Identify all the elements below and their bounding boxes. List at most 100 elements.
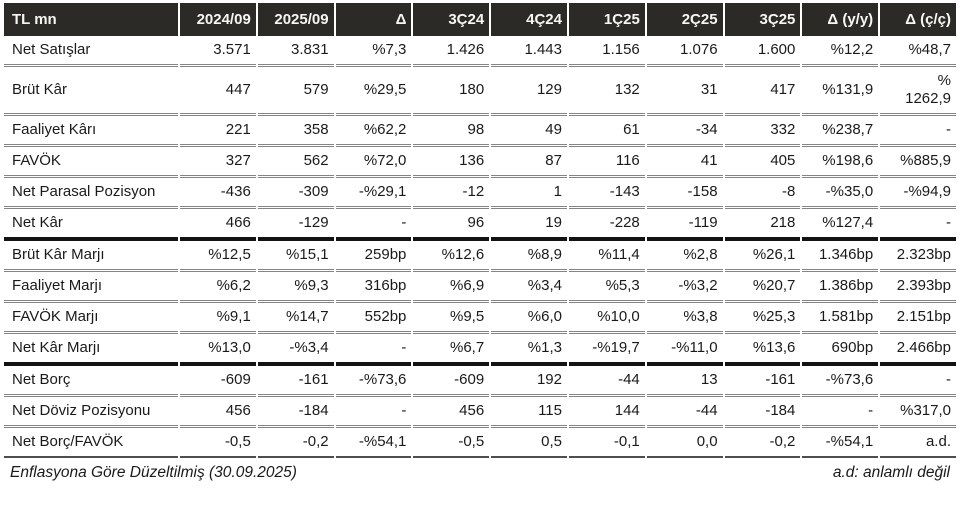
value-cell: % 1262,9 [880, 67, 956, 116]
value-cell: 13 [646, 366, 723, 397]
value-cell: 1.386bp [802, 272, 879, 303]
value-cell: -0,2 [724, 428, 801, 458]
column-header-3c24: 3Ç24 [413, 3, 490, 36]
value-cell: %14,7 [257, 303, 334, 334]
value-cell: -%54,1 [802, 428, 879, 458]
value-cell: %238,7 [802, 116, 879, 147]
value-cell: 562 [257, 147, 334, 178]
table-row: FAVÖK 327 562 %72,0 136 87 116 41 405 %198,6 %885,… [4, 147, 956, 178]
column-header-1c25: 1Ç25 [568, 3, 645, 36]
value-cell: 1.156 [568, 36, 645, 67]
table-row: Net Satışlar 3.571 3.831 %7,3 1.426 1.443 1.15… [4, 36, 956, 67]
value-cell: %12,5 [180, 241, 256, 272]
value-cell: -12 [413, 178, 490, 209]
value-cell: 2.393bp [880, 272, 956, 303]
row-label: Net Kâr Marjı [4, 334, 178, 366]
value-cell: - [880, 116, 956, 147]
value-cell: - [802, 397, 879, 428]
value-cell: %62,2 [335, 116, 412, 147]
value-cell: 3.831 [257, 36, 334, 67]
value-cell: 456 [180, 397, 256, 428]
value-cell: 136 [413, 147, 490, 178]
value-cell: 3.571 [180, 36, 256, 67]
value-cell: %3,8 [646, 303, 723, 334]
value-cell: -%19,7 [568, 334, 645, 366]
value-cell: -0,5 [413, 428, 490, 458]
value-cell: %198,6 [802, 147, 879, 178]
value-cell: -%35,0 [802, 178, 879, 209]
financials-table: TL mn 2024/09 2025/09 Δ 3Ç24 4Ç24 1Ç25 2… [2, 3, 958, 458]
value-cell: 405 [724, 147, 801, 178]
row-label: Net Kâr [4, 209, 178, 241]
value-cell: 31 [646, 67, 723, 116]
column-header-4c24: 4Ç24 [491, 3, 567, 36]
value-cell: - [880, 366, 956, 397]
value-cell: 447 [180, 67, 256, 116]
value-cell: 115 [491, 397, 567, 428]
value-cell: 2.151bp [880, 303, 956, 334]
value-cell: -%94,9 [880, 178, 956, 209]
value-cell: %12,2 [802, 36, 879, 67]
value-cell: -158 [646, 178, 723, 209]
value-cell: 132 [568, 67, 645, 116]
value-cell: -44 [646, 397, 723, 428]
value-cell: %317,0 [880, 397, 956, 428]
row-label: Brüt Kâr Marjı [4, 241, 178, 272]
value-cell: -228 [568, 209, 645, 241]
table-row: Brüt Kâr 447 579 %29,5 180 129 132 31 417 %131,9%… [4, 67, 956, 116]
value-cell: 1.581bp [802, 303, 879, 334]
column-header-2c25: 2Ç25 [646, 3, 723, 36]
row-label: FAVÖK [4, 147, 178, 178]
column-header-delta-qoq: Δ (ç/ç) [880, 3, 956, 36]
value-cell: 1.443 [491, 36, 567, 67]
value-cell: -%11,0 [646, 334, 723, 366]
value-cell: 2.323bp [880, 241, 956, 272]
value-cell: %72,0 [335, 147, 412, 178]
value-cell: 98 [413, 116, 490, 147]
value-cell: -119 [646, 209, 723, 241]
value-cell: 1.076 [646, 36, 723, 67]
value-cell: 61 [568, 116, 645, 147]
value-cell: -609 [413, 366, 490, 397]
row-label: Net Satışlar [4, 36, 178, 67]
value-cell: - [335, 334, 412, 366]
value-cell: -436 [180, 178, 256, 209]
value-cell: -0,5 [180, 428, 256, 458]
value-cell: 456 [413, 397, 490, 428]
value-cell: 116 [568, 147, 645, 178]
value-cell: 417 [724, 67, 801, 116]
table-row: Brüt Kâr Marjı %12,5 %15,1 259bp %12,6 %8,9 %1… [4, 241, 956, 272]
value-cell: %6,7 [413, 334, 490, 366]
value-cell: %48,7 [880, 36, 956, 67]
value-cell: 87 [491, 147, 567, 178]
value-cell: %26,1 [724, 241, 801, 272]
value-cell: -%29,1 [335, 178, 412, 209]
value-cell: 1.426 [413, 36, 490, 67]
value-cell: 1.600 [724, 36, 801, 67]
value-cell: 2.466bp [880, 334, 956, 366]
value-cell: 327 [180, 147, 256, 178]
table-row: Net Parasal Pozisyon -436 -309 -%29,1 -12 1 -1… [4, 178, 956, 209]
value-cell: a.d. [880, 428, 956, 458]
value-cell: 96 [413, 209, 490, 241]
column-header-2025-09: 2025/09 [257, 3, 334, 36]
value-cell: %20,7 [724, 272, 801, 303]
value-cell: %6,0 [491, 303, 567, 334]
value-cell: -34 [646, 116, 723, 147]
footnote-bar: Enflasyona Göre Düzeltilmiş (30.09.2025)… [2, 458, 958, 482]
table-row: Net Kâr Marjı %13,0 -%3,4- %6,7 %1,3 -%19,7 -%… [4, 334, 956, 366]
value-cell: %13,6 [724, 334, 801, 366]
value-cell: - [335, 209, 412, 241]
value-cell: -44 [568, 366, 645, 397]
column-header-3c25: 3Ç25 [724, 3, 801, 36]
value-cell: 579 [257, 67, 334, 116]
value-cell: 466 [180, 209, 256, 241]
value-cell: -%73,6 [335, 366, 412, 397]
value-cell: %11,4 [568, 241, 645, 272]
table-row: Net Borç/FAVÖK -0,5 -0,2 -%54,1 -0,5 0,5 -0,1 0… [4, 428, 956, 458]
table-row: Net Kâr 466 -129-96 19 -228 -119 218 %127,4- [4, 209, 956, 241]
row-label: Brüt Kâr [4, 67, 178, 116]
value-cell: %131,9 [802, 67, 879, 116]
table-body: Net Satışlar 3.571 3.831 %7,3 1.426 1.443 1.15… [4, 36, 956, 458]
value-cell: 192 [491, 366, 567, 397]
